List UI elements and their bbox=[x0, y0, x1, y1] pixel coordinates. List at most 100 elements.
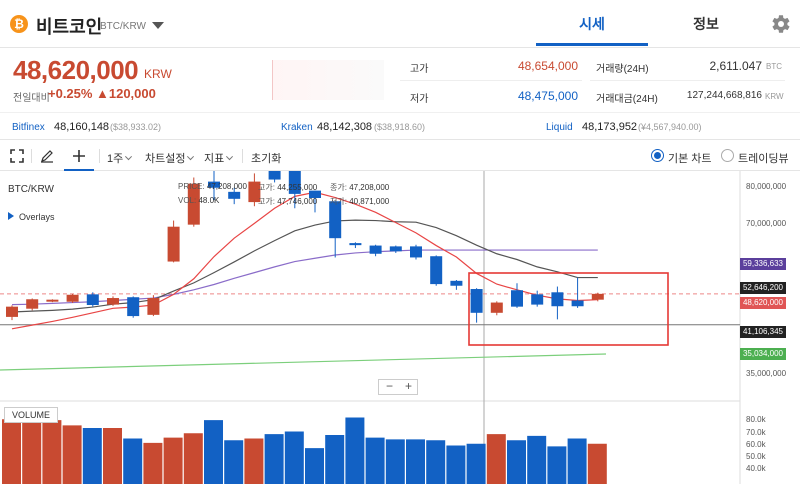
candle-body bbox=[187, 183, 200, 225]
candle-body bbox=[6, 306, 18, 317]
exchange-price: 48,160,148 bbox=[54, 121, 110, 133]
candle-body bbox=[167, 226, 180, 262]
tradingview-label[interactable]: 트레이딩뷰 bbox=[738, 153, 789, 165]
volume-bar bbox=[143, 442, 163, 484]
ohlc-low: 저가: 40,871,000 bbox=[330, 197, 390, 206]
candlestick-chart[interactable] bbox=[0, 171, 800, 484]
volume-bar bbox=[244, 438, 264, 484]
divider bbox=[99, 149, 100, 163]
tab-price[interactable]: 시세 bbox=[536, 12, 648, 46]
gear-icon[interactable] bbox=[768, 12, 792, 36]
candle-body bbox=[228, 191, 241, 199]
volume-bar bbox=[325, 435, 345, 484]
volume-bar bbox=[507, 440, 526, 484]
volume-unit: BTC bbox=[766, 62, 782, 71]
basic-chart-radio[interactable] bbox=[651, 149, 664, 162]
indicators-menu[interactable]: 지표 bbox=[204, 150, 234, 166]
mini-chart bbox=[272, 60, 384, 100]
volume-bar bbox=[547, 446, 567, 484]
volume-bar bbox=[466, 443, 486, 484]
volume-bar bbox=[284, 431, 304, 484]
volume-bar bbox=[183, 433, 203, 484]
volume-bar bbox=[2, 419, 21, 484]
divider bbox=[590, 80, 785, 81]
basic-chart-label[interactable]: 기본 차트 bbox=[668, 153, 712, 165]
candle-body bbox=[551, 292, 564, 307]
candle-body bbox=[511, 290, 523, 307]
candle-body bbox=[571, 300, 584, 307]
candle-body bbox=[369, 245, 382, 254]
high-value: 48,654,000 bbox=[517, 59, 578, 73]
volume-value: 2,611.047 bbox=[709, 59, 763, 73]
exchange-price: 48,173,952 bbox=[582, 121, 638, 133]
y-axis-tick: 35,000,000 bbox=[746, 369, 787, 378]
chart-settings-menu[interactable]: 차트설정 bbox=[145, 150, 195, 166]
exchange-price: 48,142,308 bbox=[317, 121, 373, 133]
coin-name[interactable]: 비트코인 bbox=[36, 17, 103, 37]
overlays-toggle[interactable]: Overlays bbox=[8, 212, 55, 222]
exchange-name[interactable]: Kraken bbox=[281, 122, 313, 133]
volume-axis-tick: 80.0k bbox=[746, 415, 766, 424]
volume-bar bbox=[486, 434, 506, 484]
ma-short-line bbox=[11, 191, 598, 330]
candle-body bbox=[147, 298, 160, 315]
volume-bar bbox=[406, 439, 425, 484]
volume-bar bbox=[224, 440, 244, 484]
candle-body bbox=[208, 181, 220, 188]
candle-body bbox=[531, 294, 544, 305]
volume-bar bbox=[103, 428, 122, 484]
volume-bar bbox=[365, 437, 385, 484]
crosshair-icon[interactable] bbox=[71, 148, 87, 164]
volume-panel-label: VOLUME bbox=[4, 407, 58, 423]
period-select[interactable]: 1주 bbox=[107, 150, 133, 166]
divider bbox=[31, 149, 32, 163]
volume-bar bbox=[527, 435, 547, 484]
candle-body bbox=[410, 246, 422, 258]
expand-triangle-icon bbox=[8, 212, 14, 220]
divider bbox=[242, 149, 243, 163]
volume-label: 거래량(24H) bbox=[596, 64, 649, 75]
trade-value: 127,244,668,816 bbox=[686, 90, 762, 101]
exchange-name[interactable]: Bitfinex bbox=[12, 122, 45, 133]
zoom-out-button[interactable]: − bbox=[385, 379, 393, 393]
candle-body bbox=[26, 299, 39, 309]
header: ₿ 비트코인 BTC/KRW 시세 정보 bbox=[0, 0, 800, 48]
candle-body bbox=[268, 171, 281, 180]
candle-body bbox=[470, 289, 483, 313]
volume-bar bbox=[204, 420, 223, 484]
coin-pair[interactable]: BTC/KRW bbox=[100, 21, 146, 32]
trade-value-label: 거래대금(24H) bbox=[596, 94, 658, 105]
candle-body bbox=[309, 190, 321, 198]
zoom-in-button[interactable]: + bbox=[404, 379, 412, 393]
change-label: 전일대비 bbox=[13, 93, 50, 104]
ohlc-close: 종가: 47,208,000 bbox=[330, 183, 390, 192]
pencil-icon[interactable] bbox=[39, 148, 55, 164]
volume-axis-tick: 50.0k bbox=[746, 452, 766, 461]
price-chart[interactable]: BTC/KRW Overlays PRICE: 47,208,000 고가: 4… bbox=[0, 171, 800, 484]
tab-info[interactable]: 정보 bbox=[693, 16, 719, 32]
current-price-tag: 48,620,000 bbox=[740, 297, 786, 309]
candle-body bbox=[450, 280, 463, 286]
volume-bar bbox=[264, 434, 284, 484]
volume-bar bbox=[22, 419, 42, 484]
candle-body bbox=[46, 299, 59, 302]
volume-bar bbox=[446, 445, 466, 484]
tradingview-radio[interactable] bbox=[721, 149, 734, 162]
crosshair-active-indicator bbox=[64, 169, 94, 171]
fullscreen-icon[interactable] bbox=[9, 148, 25, 164]
volume-bar bbox=[426, 440, 446, 484]
exchange-price-bar: Bitfinex 48,160,148 ($38,933.02) Kraken … bbox=[0, 112, 800, 140]
volume-bar bbox=[123, 438, 143, 484]
candle-body bbox=[389, 246, 402, 252]
exchange-name[interactable]: Liquid bbox=[546, 122, 573, 133]
current-price: 48,620,000 bbox=[13, 55, 139, 85]
coin-dropdown-chevron-icon[interactable] bbox=[152, 22, 164, 29]
ohlc-price: PRICE: 47,208,000 bbox=[178, 182, 247, 191]
chart-pair-label: BTC/KRW bbox=[8, 184, 54, 195]
divider bbox=[400, 80, 582, 81]
ma-mid-price-tag: 52,646,200 bbox=[740, 282, 786, 294]
y-axis-tick: 70,000,000 bbox=[746, 219, 787, 228]
trade-value-unit: KRW bbox=[765, 92, 784, 101]
reset-button[interactable]: 초기화 bbox=[251, 153, 282, 165]
volume-axis-tick: 40.0k bbox=[746, 464, 766, 473]
